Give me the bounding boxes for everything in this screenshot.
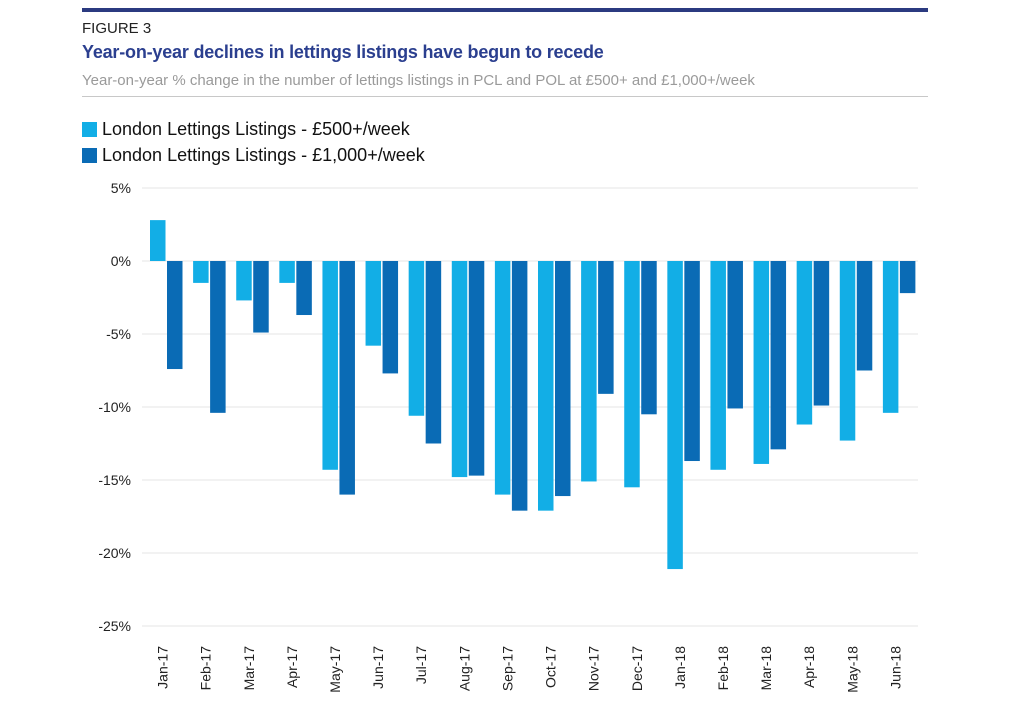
x-tick-label: Sep-17: [499, 646, 515, 691]
bar-500: [322, 261, 338, 470]
bar-500: [667, 261, 683, 570]
x-tick-label: May-18: [844, 646, 860, 693]
bar-500: [710, 261, 726, 470]
x-tick-label: Aug-17: [456, 646, 472, 691]
bar-1000: [296, 261, 312, 316]
x-tick-label: Feb-17: [198, 646, 214, 691]
y-tick-label: -25%: [98, 618, 131, 634]
x-tick-label: Jan-18: [672, 646, 688, 689]
bar-1000: [511, 261, 528, 511]
bar-500: [494, 261, 511, 495]
x-tick-label: Nov-17: [586, 646, 602, 691]
figure-label: FIGURE 3: [82, 20, 152, 37]
legend-item-1000: London Lettings Listings - £1,000+/week: [82, 142, 425, 168]
y-tick-label: -5%: [106, 326, 131, 342]
bar-500: [839, 261, 856, 441]
bar-500: [538, 261, 554, 511]
chart-title: Year-on-year declines in lettings listin…: [82, 42, 604, 62]
bar-1000: [813, 261, 830, 406]
bar-1000: [425, 261, 442, 444]
bar-500: [624, 261, 640, 488]
x-tick-label: Jun-17: [370, 646, 386, 689]
x-tick-label: Oct-17: [543, 646, 559, 688]
bar-1000: [468, 261, 485, 476]
x-tick-label: Dec-17: [629, 646, 645, 691]
bar-500: [408, 261, 425, 416]
bar-500: [451, 261, 468, 478]
bar-1000: [555, 261, 571, 497]
y-tick-label: 5%: [111, 180, 131, 196]
x-tick-label: Apr-17: [284, 646, 300, 688]
bar-500: [753, 261, 770, 464]
x-tick-label: May-17: [327, 646, 343, 693]
x-tick-label: Jul-17: [413, 646, 429, 684]
bar-1000: [770, 261, 787, 450]
x-tick-label: Mar-18: [758, 646, 774, 691]
chart-subtitle: Year-on-year % change in the number of l…: [82, 72, 755, 89]
bar-500: [193, 261, 209, 283]
bar-500: [365, 261, 382, 346]
bar-1000: [727, 261, 743, 409]
bar-1000: [641, 261, 657, 415]
bar-1000: [167, 261, 183, 370]
x-tick-label: Feb-18: [715, 646, 731, 691]
legend-label-1000: London Lettings Listings - £1,000+/week: [102, 144, 425, 165]
legend-item-500: London Lettings Listings - £500+/week: [82, 116, 425, 142]
bar-1000: [684, 261, 700, 462]
bar-1000: [210, 261, 226, 413]
bar-500: [150, 220, 166, 261]
bar-1000: [856, 261, 873, 371]
y-tick-label: 0%: [111, 253, 131, 269]
bar-1000: [339, 261, 355, 495]
bar-500: [882, 261, 899, 413]
header-accent-bar: [82, 8, 928, 12]
bar-500: [236, 261, 252, 301]
y-tick-label: -10%: [98, 399, 131, 415]
bar-1000: [899, 261, 916, 294]
legend: London Lettings Listings - £500+/week Lo…: [82, 116, 425, 168]
bar-500: [581, 261, 597, 482]
x-tick-label: Jan-17: [155, 646, 171, 689]
y-tick-label: -15%: [98, 472, 131, 488]
legend-swatch-1000: [82, 147, 97, 163]
bar-500: [279, 261, 295, 283]
header-divider: [82, 96, 928, 97]
x-tick-label: Jun-18: [887, 646, 903, 689]
bar-500: [796, 261, 813, 425]
bar-1000: [382, 261, 399, 374]
y-tick-label: -20%: [98, 545, 131, 561]
bar-1000: [253, 261, 269, 333]
x-tick-label: Mar-17: [241, 646, 257, 691]
legend-label-500: London Lettings Listings - £500+/week: [102, 118, 410, 139]
bar-1000: [598, 261, 614, 394]
legend-swatch-500: [82, 121, 97, 137]
x-tick-label: Apr-18: [801, 646, 817, 688]
